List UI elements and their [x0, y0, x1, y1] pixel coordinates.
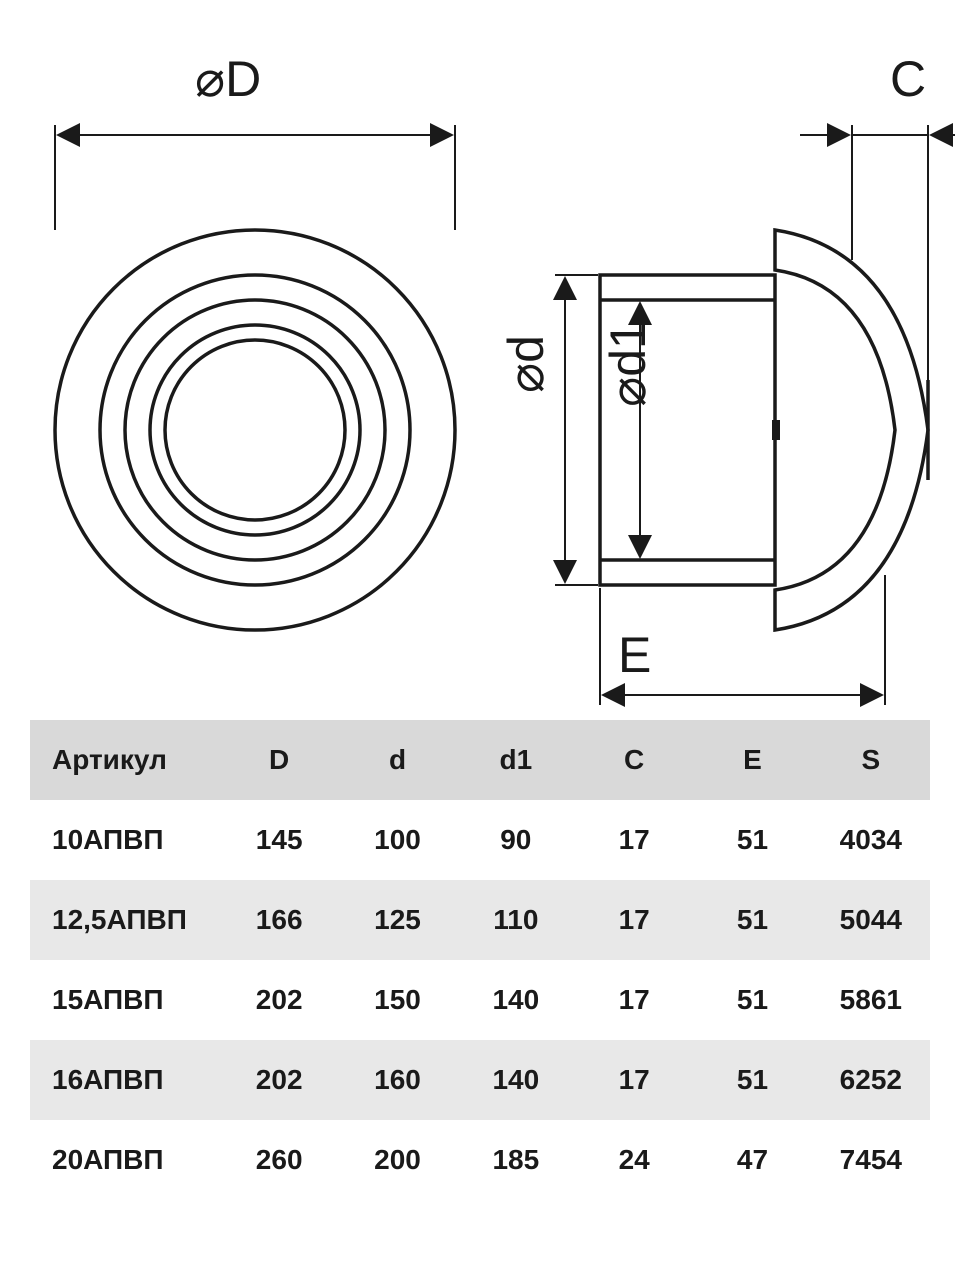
dim-D	[55, 125, 455, 230]
table-row: 12,5АПВП 166 125 110 17 51 5044	[30, 880, 930, 960]
col-E: E	[693, 720, 811, 800]
label-d1: ⌀d1	[599, 321, 657, 407]
diagram-svg	[0, 0, 960, 720]
cell: 5861	[812, 960, 930, 1040]
technical-diagram: ⌀D ⌀d ⌀d1 C E	[0, 0, 960, 720]
cell: 16АПВП	[30, 1040, 220, 1120]
col-d1: d1	[457, 720, 575, 800]
cell: 12,5АПВП	[30, 880, 220, 960]
table-header-row: Артикул D d d1 C E S	[30, 720, 930, 800]
cell: 15АПВП	[30, 960, 220, 1040]
label-d: ⌀d	[497, 335, 555, 393]
cell: 7454	[812, 1120, 930, 1200]
cell: 202	[220, 1040, 338, 1120]
dim-d	[555, 275, 598, 585]
col-C: C	[575, 720, 693, 800]
cell: 4034	[812, 800, 930, 880]
cell: 200	[338, 1120, 456, 1200]
cell: 47	[693, 1120, 811, 1200]
cell: 10АПВП	[30, 800, 220, 880]
table-row: 16АПВП 202 160 140 17 51 6252	[30, 1040, 930, 1120]
specs-table-wrapper: Артикул D d d1 C E S 10АПВП 145 100 90 1…	[30, 720, 930, 1200]
table-row: 15АПВП 202 150 140 17 51 5861	[30, 960, 930, 1040]
table-body: 10АПВП 145 100 90 17 51 4034 12,5АПВП 16…	[30, 800, 930, 1200]
cell: 17	[575, 800, 693, 880]
col-d: d	[338, 720, 456, 800]
label-D: ⌀D	[195, 50, 261, 108]
cell: 110	[457, 880, 575, 960]
cell: 17	[575, 1040, 693, 1120]
cell: 5044	[812, 880, 930, 960]
cell: 51	[693, 1040, 811, 1120]
cell: 150	[338, 960, 456, 1040]
cell: 185	[457, 1120, 575, 1200]
cell: 17	[575, 880, 693, 960]
front-view	[55, 230, 455, 630]
cell: 160	[338, 1040, 456, 1120]
table-row: 20АПВП 260 200 185 24 47 7454	[30, 1120, 930, 1200]
cell: 24	[575, 1120, 693, 1200]
table-row: 10АПВП 145 100 90 17 51 4034	[30, 800, 930, 880]
cell: 51	[693, 800, 811, 880]
col-S: S	[812, 720, 930, 800]
cell: 166	[220, 880, 338, 960]
side-view	[600, 230, 928, 630]
label-E: E	[618, 626, 651, 684]
specs-table: Артикул D d d1 C E S 10АПВП 145 100 90 1…	[30, 720, 930, 1200]
cell: 51	[693, 960, 811, 1040]
cell: 202	[220, 960, 338, 1040]
label-C: C	[890, 50, 926, 108]
cell: 140	[457, 960, 575, 1040]
cell: 145	[220, 800, 338, 880]
cell: 140	[457, 1040, 575, 1120]
cell: 20АПВП	[30, 1120, 220, 1200]
cell: 17	[575, 960, 693, 1040]
cell: 260	[220, 1120, 338, 1200]
cell: 90	[457, 800, 575, 880]
dim-C	[800, 125, 955, 380]
cell: 51	[693, 880, 811, 960]
col-D: D	[220, 720, 338, 800]
cell: 6252	[812, 1040, 930, 1120]
cell: 125	[338, 880, 456, 960]
col-article: Артикул	[30, 720, 220, 800]
cell: 100	[338, 800, 456, 880]
